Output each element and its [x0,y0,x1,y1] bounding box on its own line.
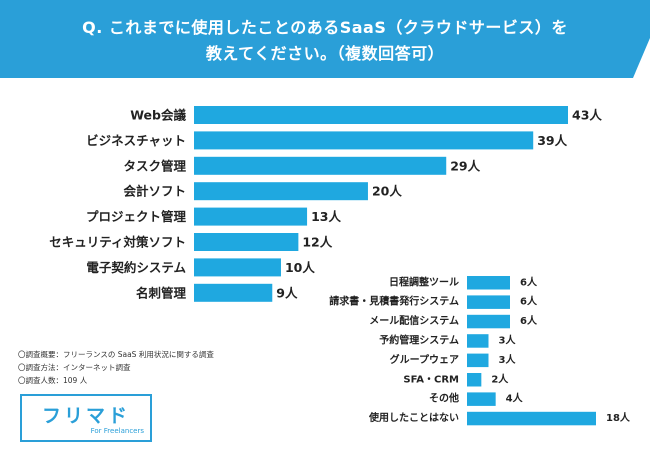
main-bar [194,156,447,175]
note-overview: 〇調査概要：フリーランスの SaaS 利用状況に関する調査 [18,350,214,359]
sub-category-label: SFA・CRM [403,374,459,385]
sub-bar [467,353,489,368]
sub-category-label: 使用したことはない [368,411,459,424]
main-value-label: 9人 [276,285,298,300]
sub-value-label: 3人 [499,353,517,366]
main-value-label: 12人 [302,235,332,250]
sub-category-label: メール配信システム [369,314,459,327]
logo-tagline: For Freelancers [90,427,144,435]
survey-notes: 〇調査概要：フリーランスの SaaS 利用状況に関する調査 〇調査方法：インター… [18,348,214,387]
sub-category-label: グループウェア [390,353,459,366]
sub-category-label: 請求書・見積書発行システム [329,295,459,308]
main-bar [194,258,281,277]
note-count: 〇調査人数：109 人 [18,376,88,385]
main-category-label: 会計ソフト [123,184,186,199]
sub-bar [467,392,496,406]
sub-category-label: 予約管理システム [379,333,459,346]
sub-bar [467,314,510,329]
sub-value-label: 18人 [606,411,631,424]
main-bar [194,233,299,251]
main-bar [194,182,368,201]
sub-bar [467,276,510,290]
sub-bar [467,295,510,309]
main-value-label: 29人 [450,158,480,173]
main-category-label: プロジェクト管理 [86,209,187,224]
main-category-label: ビジネスチャット [86,133,186,148]
main-value-label: 13人 [311,209,341,224]
chart-title-line2: 教えてください。（複数回答可） [205,44,445,63]
main-value-label: 20人 [372,184,402,199]
main-category-label: 電子契約システム [86,260,186,275]
logo-text: フリマド [41,405,130,427]
main-category-label: セキュリティ対策ソフト [49,235,186,250]
main-bar [194,283,273,302]
sub-value-label: 6人 [520,314,538,327]
chart-title-line1: Q. これまでに使用したことのあるSaaS（クラウドサービス）を [82,18,568,37]
main-value-label: 43人 [572,108,602,123]
sub-value-label: 4人 [506,392,524,405]
note-method: 〇調査方法：インターネット調査 [18,363,131,372]
main-bar [194,207,308,226]
title-banner-shape [0,0,650,78]
sub-value-label: 6人 [520,295,538,308]
sub-bar [467,373,482,387]
main-bar [194,106,568,124]
sub-bar [467,411,596,426]
sub-category-label: その他 [429,392,459,405]
main-value-label: 10人 [285,260,315,275]
main-category-label: タスク管理 [123,158,186,173]
title-banner: Q. これまでに使用したことのあるSaaS（クラウドサービス）を 教えてください… [0,0,650,80]
main-bar [194,131,534,150]
main-category-label: Web会議 [130,108,186,123]
sub-value-label: 3人 [499,333,517,346]
main-value-label: 39人 [537,133,567,148]
sub-bar [467,334,489,348]
main-category-label: 名刺管理 [136,285,187,300]
sub-category-label: 日程調整ツール [389,275,459,288]
sub-value-label: 2人 [491,372,509,385]
sub-value-label: 6人 [520,275,538,288]
brand-logo: フリマド For Freelancers [20,394,152,442]
